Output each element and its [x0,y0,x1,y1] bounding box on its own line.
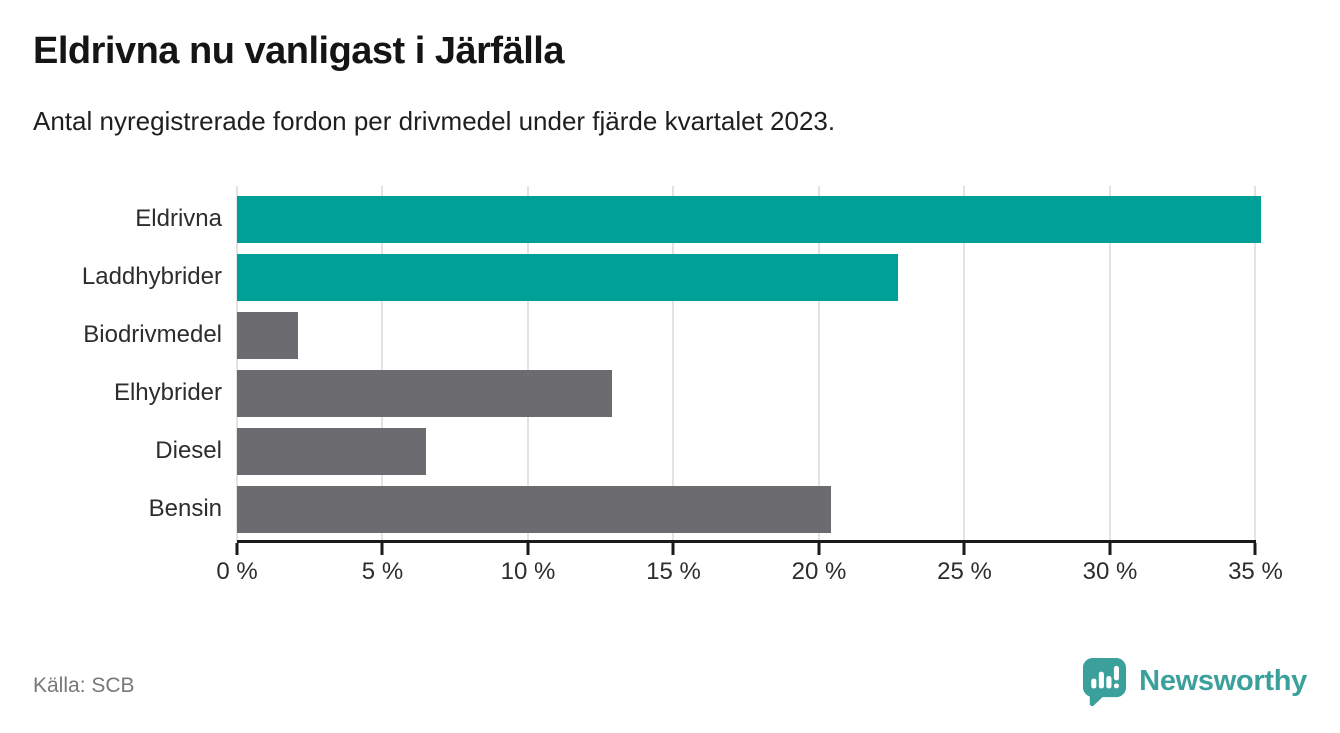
x-tick-label: 5 % [361,558,404,585]
x-tick [235,543,239,555]
x-axis-line [237,540,1256,543]
x-tick [671,543,675,555]
source-note: Källa: SCB [33,674,135,697]
x-tick [1108,543,1112,555]
gridline [526,186,529,542]
category-label: Diesel [155,437,222,464]
x-tick-label: 35 % [1228,558,1283,585]
x-tick [526,543,530,555]
newsworthy-logo-text: Newsworthy [1139,665,1307,697]
newsworthy-logo-icon [1083,658,1127,707]
x-tick [1253,543,1257,555]
page-title: Eldrivna nu vanligast i Järfälla [33,30,564,72]
category-label: Elhybrider [113,379,222,406]
bar-laddhybrider [237,254,898,301]
bar-eldrivna [237,196,1262,243]
gridline [236,186,238,542]
gridline [1254,186,1257,542]
x-tick-label: 0 % [216,558,258,585]
x-tick-label: 25 % [937,558,992,585]
gridline [1108,186,1111,542]
gridline [817,186,820,542]
category-label: Biodrivmedel [83,321,222,348]
chart-subtitle: Antal nyregistrerade fordon per drivmede… [33,106,836,136]
gridline [381,186,384,542]
bar-bensin [237,486,831,533]
category-label: Eldrivna [135,205,222,232]
plot-area: 0 % 5 % 10 % 15 % 20 % 25 % 30 % 35 % [216,186,1283,585]
bar-diesel [237,428,427,475]
bar-chart: Eldrivna Laddhybrider Biodrivmedel Elhybrid… [33,186,1283,585]
category-label: Laddhybrider [81,263,222,290]
x-tick-label: 10 % [500,558,556,585]
x-tick-label: 30 % [1082,558,1138,585]
x-tick [380,543,384,555]
gridline [672,186,675,542]
category-label: Bensin [148,495,222,522]
gridline [963,186,966,542]
bar-biodrivmedel [237,312,299,359]
category-axis: Eldrivna Laddhybrider Biodrivmedel Elhybrid… [33,186,222,542]
x-tick-label: 20 % [791,558,847,585]
x-tick [962,543,966,555]
x-tick-label: 15 % [646,558,701,585]
bar-elhybrider [237,370,613,417]
newsworthy-logo: Newsworthy [1081,656,1307,707]
x-tick [817,543,821,555]
